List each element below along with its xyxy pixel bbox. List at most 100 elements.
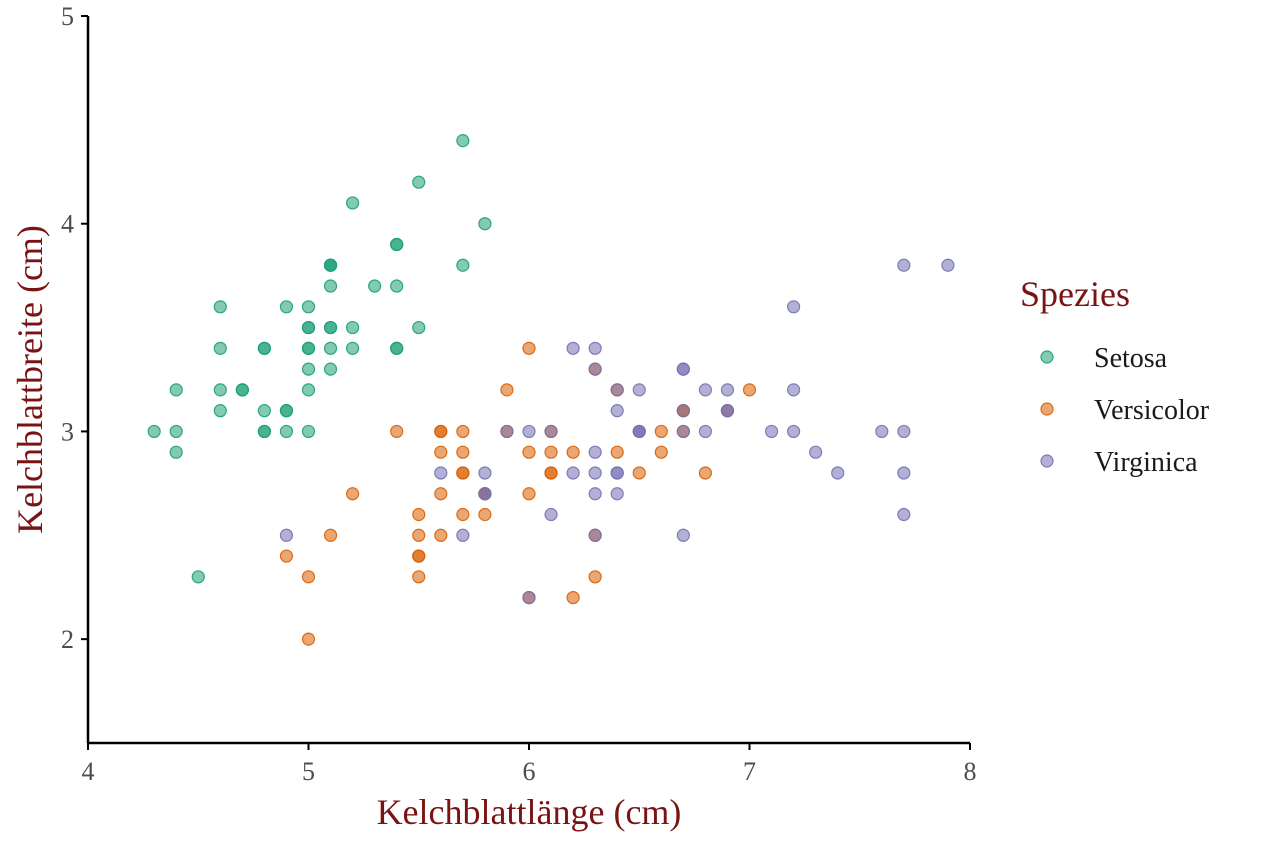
axes: 4 5 6 7 8 2 3 4 5 [61, 2, 977, 786]
data-point-setosa [279, 424, 294, 439]
data-point-setosa [323, 320, 338, 335]
data-point-virginica [786, 300, 801, 314]
x-axis-title: Kelchblattlänge (cm) [377, 792, 682, 832]
data-point-versicolor [632, 466, 646, 480]
data-point-virginica [478, 487, 492, 501]
legend-marker-virginica [1040, 454, 1054, 468]
data-point-virginica [588, 528, 602, 542]
data-point-setosa [301, 362, 316, 376]
data-point-virginica [500, 424, 514, 439]
x-tick-label: 5 [302, 757, 315, 786]
data-point-virginica [831, 466, 845, 480]
data-point-setosa [213, 404, 227, 418]
data-point-setosa [323, 362, 338, 376]
data-point-setosa [412, 320, 426, 335]
data-point-virginica [279, 528, 294, 542]
data-point-setosa [301, 341, 316, 355]
data-point-setosa [390, 341, 404, 355]
data-point-virginica [764, 424, 779, 439]
data-point-virginica [875, 424, 889, 439]
data-point-virginica [698, 383, 713, 397]
data-point-virginica [522, 424, 536, 439]
legend: Spezies Setosa Versicolor Virginica [1020, 274, 1210, 478]
data-point-virginica [786, 424, 801, 439]
legend-items: Setosa Versicolor Virginica [1040, 343, 1210, 478]
data-point-virginica [610, 466, 624, 480]
data-point-versicolor [346, 487, 360, 501]
data-point-versicolor [478, 507, 492, 522]
data-point-virginica [632, 383, 646, 397]
data-point-versicolor [434, 424, 448, 439]
y-ticks: 2 3 4 5 [61, 2, 88, 654]
y-tick-label: 5 [61, 2, 74, 31]
data-point-setosa [346, 341, 360, 355]
data-point-versicolor [654, 424, 668, 439]
data-point-setosa [301, 320, 316, 335]
data-point-virginica [632, 424, 646, 439]
data-point-versicolor [390, 424, 404, 439]
data-point-virginica [676, 362, 690, 376]
data-point-setosa [169, 445, 183, 459]
data-point-versicolor [434, 528, 448, 542]
data-point-virginica [544, 424, 558, 439]
data-point-virginica [588, 362, 602, 376]
y-tick-label: 2 [61, 625, 74, 654]
data-point-versicolor [456, 507, 470, 522]
data-point-virginica [941, 258, 955, 272]
data-point-setosa [257, 341, 271, 355]
y-axis-title: Kelchblattbreite (cm) [10, 225, 50, 534]
data-point-setosa [257, 404, 271, 418]
data-point-versicolor [412, 549, 426, 563]
data-point-virginica [676, 528, 690, 542]
data-point-virginica [676, 404, 690, 418]
data-point-virginica [897, 466, 911, 480]
data-point-setosa [456, 134, 470, 148]
data-point-setosa [390, 279, 404, 293]
data-point-versicolor [588, 570, 602, 584]
data-point-virginica [610, 404, 624, 418]
data-point-versicolor [654, 445, 668, 459]
data-point-setosa [346, 320, 360, 335]
data-point-setosa [169, 383, 183, 397]
data-point-setosa [257, 424, 271, 439]
data-point-setosa [191, 570, 205, 584]
data-point-versicolor [412, 507, 426, 522]
data-point-setosa [323, 258, 338, 272]
data-point-versicolor [434, 445, 448, 459]
legend-label-versicolor: Versicolor [1094, 395, 1210, 426]
legend-label-setosa: Setosa [1094, 343, 1168, 374]
data-point-versicolor [412, 570, 426, 584]
data-point-virginica [676, 424, 690, 439]
data-point-versicolor [456, 424, 470, 439]
data-point-setosa [346, 196, 360, 210]
data-point-versicolor [544, 466, 558, 480]
data-point-setosa [301, 424, 316, 439]
data-point-virginica [698, 424, 713, 439]
data-point-virginica [897, 424, 911, 439]
data-point-versicolor [301, 632, 316, 646]
data-point-virginica [610, 383, 624, 397]
data-point-setosa [368, 279, 382, 293]
data-point-setosa [279, 404, 294, 418]
data-point-virginica [897, 258, 911, 272]
legend-label-virginica: Virginica [1094, 447, 1198, 478]
data-point-setosa [169, 424, 183, 439]
data-point-versicolor [522, 445, 536, 459]
data-point-virginica [522, 590, 536, 605]
data-point-versicolor [522, 487, 536, 501]
data-point-setosa [390, 237, 404, 252]
data-point-virginica [610, 487, 624, 501]
data-point-virginica [720, 383, 735, 397]
data-point-virginica [566, 341, 580, 355]
data-point-setosa [213, 300, 227, 314]
data-point-setosa [279, 300, 294, 314]
data-point-versicolor [522, 341, 536, 355]
data-point-versicolor [323, 528, 338, 542]
data-point-virginica [897, 507, 911, 522]
data-points [147, 134, 955, 646]
y-tick-label: 3 [61, 417, 74, 446]
x-ticks: 4 5 6 7 8 [82, 743, 977, 786]
x-tick-label: 6 [523, 757, 536, 786]
